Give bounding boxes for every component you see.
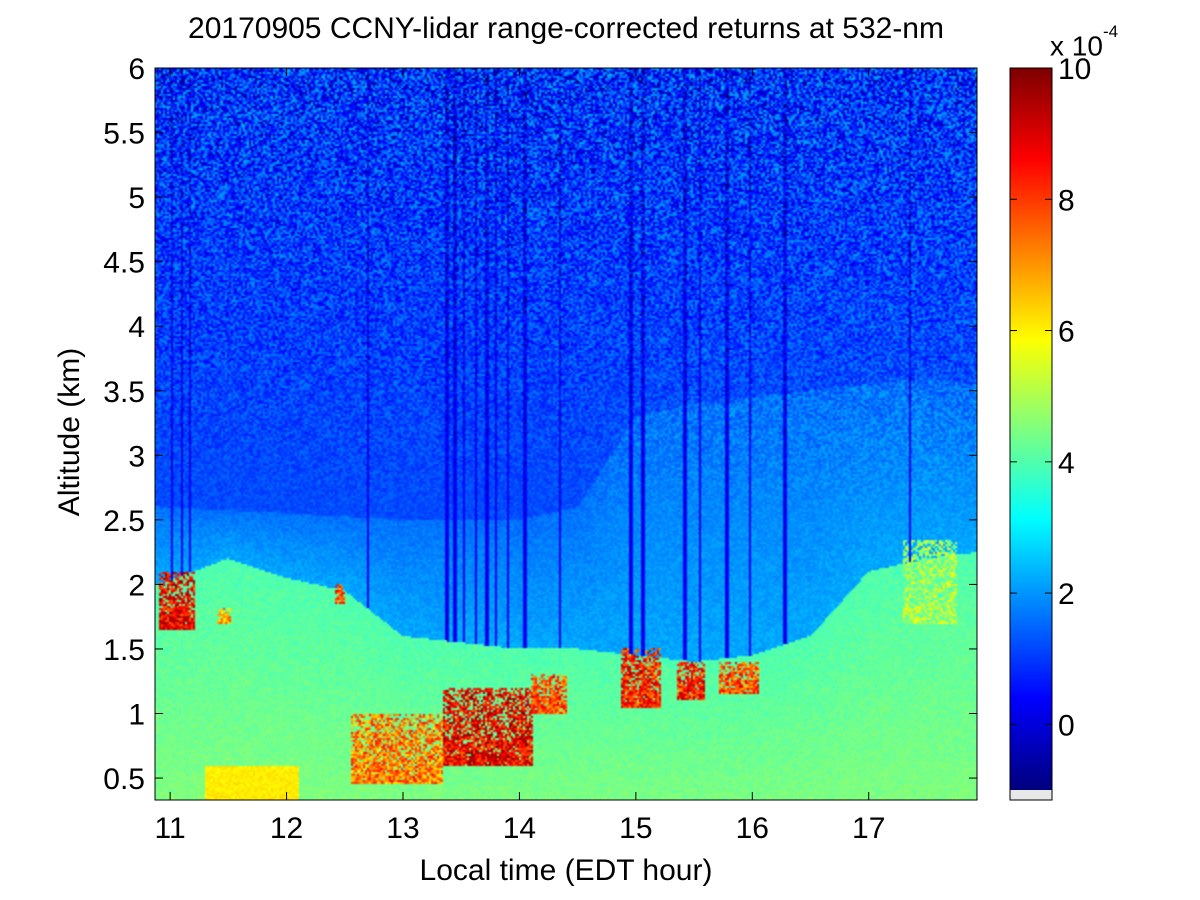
y-tick-label: 5.5 [103,118,145,151]
y-tick-label: 4.5 [103,247,145,280]
colorbar-tick-label: 0 [1058,709,1075,742]
x-tick-label: 16 [736,812,769,845]
x-tick-label: 13 [386,812,419,845]
y-tick-label: 0.5 [103,763,145,796]
y-tick-label: 1.5 [103,634,145,667]
colorbar-tick-label: 4 [1058,447,1075,480]
x-axis-ticks: 11 12 13 14 15 16 17 [155,68,885,845]
y-tick-label: 3 [128,440,145,473]
x-tick-label: 11 [155,812,186,845]
colorbar-tick-label: 8 [1058,184,1075,217]
y-tick-label: 1 [128,699,145,732]
y-tick-label: 2.5 [103,505,145,538]
colorbar-exponent: x 10-4 [1050,22,1118,62]
x-axis-label: Local time (EDT hour) [419,854,713,887]
heatmap-image [155,68,977,800]
colorbar-ticks: 0 2 4 6 8 10 [1010,53,1091,742]
y-tick-label: 6 [128,53,145,86]
y-axis-label: Altitude (km) [53,347,86,517]
colorbar-nan-swatch [1010,790,1052,800]
colorbar-exponent-power: -4 [1102,22,1119,41]
x-tick-label: 17 [852,812,885,845]
y-tick-label: 5 [128,182,145,215]
colorbar-exponent-base: x 10 [1050,30,1103,62]
y-tick-label: 4 [128,311,145,344]
y-axis-ticks: 0.5 1 1.5 2 2.5 3 3.5 4 4.5 5 5.5 6 [103,53,977,796]
y-tick-label: 3.5 [103,376,145,409]
y-tick-label: 2 [128,569,145,602]
colorbar-tick-label: 6 [1058,316,1075,349]
colorbar-tick-label: 2 [1058,578,1075,611]
x-tick-label: 15 [619,812,652,845]
colorbar-frame [1009,67,1053,801]
x-tick-label: 12 [270,812,303,845]
chart-title: 20170905 CCNY-lidar range-corrected retu… [188,12,944,45]
colorbar-image [1010,68,1052,790]
plot-frame [154,67,978,801]
x-tick-label: 14 [503,812,536,845]
colorbar-tick-label: 10 [1058,53,1091,86]
